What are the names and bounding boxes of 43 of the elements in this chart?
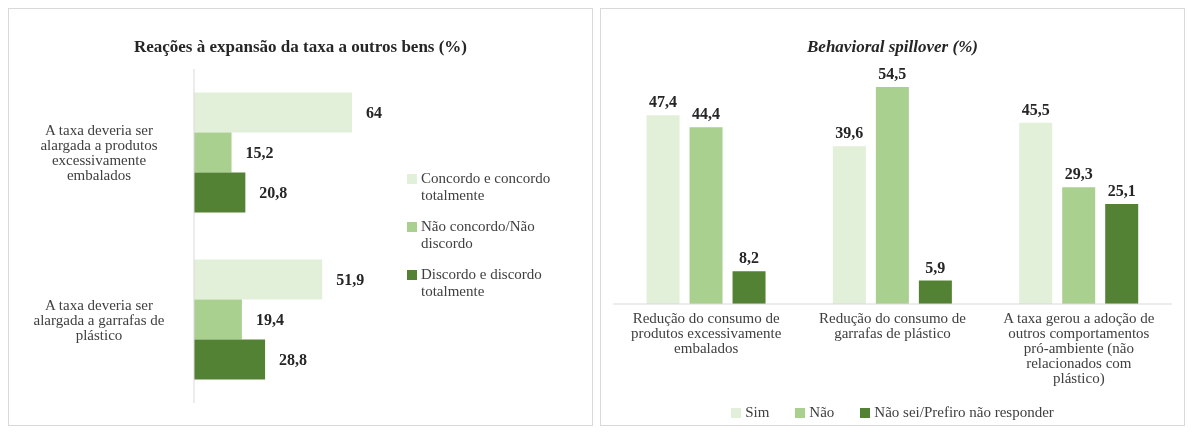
legend-label: Concordo e concordo totalmente <box>421 170 552 204</box>
bar <box>832 146 866 304</box>
legend-label: Não concordo/Não discordo <box>421 218 536 252</box>
data-label: 5,9 <box>925 258 946 276</box>
x-tick-label: Redução do consumo de garrafas de plástico <box>818 309 967 341</box>
x-tick-label: Redução do consumo de produtos excessivamente embalados <box>630 309 782 356</box>
data-label: 28,8 <box>279 351 308 369</box>
x-tick-label: A taxa gerou a adoção de outros comportamentos pró-ambiente (não relacionados com plástico) <box>1003 309 1155 387</box>
data-label: 54,5 <box>878 65 907 82</box>
bar <box>1062 187 1096 304</box>
data-label: 44,4 <box>692 105 721 123</box>
bar <box>1105 204 1139 304</box>
y-tick-label: A taxa deveria ser alargada a produtos excessivamente embalados <box>40 122 158 184</box>
bar <box>194 172 246 213</box>
bar <box>646 115 680 304</box>
bar <box>875 87 909 304</box>
data-label: 8,2 <box>739 249 760 267</box>
data-label: 64 <box>366 104 382 122</box>
bar <box>918 280 952 304</box>
bar <box>1019 122 1053 304</box>
data-label: 20,8 <box>259 184 288 202</box>
data-label: 45,5 <box>1021 100 1050 118</box>
bar <box>194 299 242 340</box>
legend-label: Não sei/Prefiro não responder <box>874 404 1054 421</box>
bar <box>689 127 723 304</box>
chart-title: Behavioral spillover (%) <box>806 37 979 57</box>
chart-title: Reações à expansão da taxa a outros bens (%) <box>132 37 469 57</box>
y-tick-label: A taxa deveria ser alargada a garrafas de plástico <box>33 296 165 343</box>
bar <box>194 92 352 133</box>
bar <box>732 271 766 304</box>
data-label: 47,4 <box>649 93 678 111</box>
bar <box>194 259 323 300</box>
data-label: 29,3 <box>1064 165 1093 183</box>
data-label: 25,1 <box>1107 182 1136 200</box>
legend-label: Não <box>809 404 835 421</box>
bar <box>194 132 232 173</box>
legend-label: Sim <box>745 404 770 421</box>
data-label: 19,4 <box>255 311 284 329</box>
legend-label: Discordo e discordo totalmente <box>421 266 543 300</box>
data-label: 39,6 <box>835 124 864 142</box>
data-label: 51,9 <box>336 271 365 289</box>
bar <box>194 339 266 380</box>
data-label: 15,2 <box>245 144 274 162</box>
